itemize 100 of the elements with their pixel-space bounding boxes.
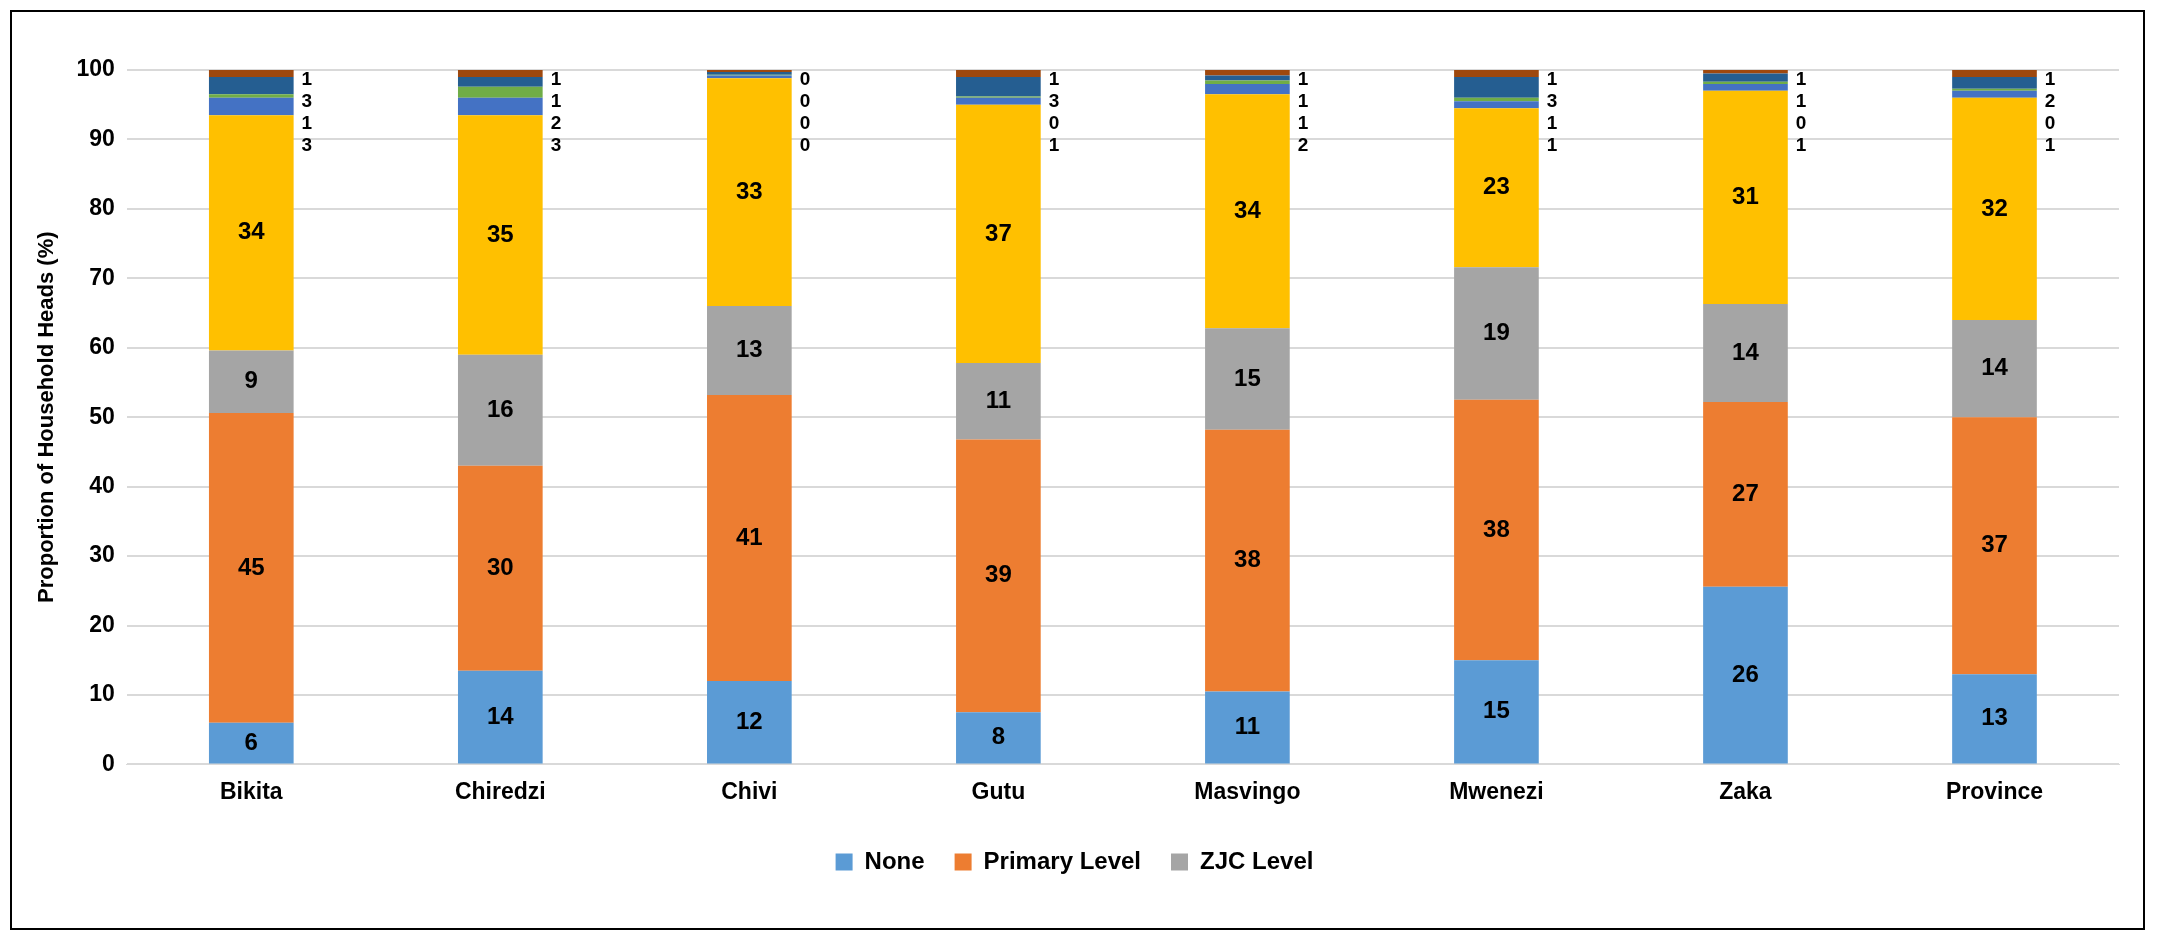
data-label: 1 (1546, 112, 1558, 134)
bar (457, 76, 543, 87)
bar (457, 70, 543, 77)
y-tick-label: 50 (89, 402, 115, 429)
bar (208, 97, 294, 116)
data-label: 13 (1981, 703, 2008, 731)
bar (457, 465, 543, 671)
bar (1703, 304, 1788, 402)
data-label: 34 (237, 217, 266, 245)
x-tick-label: Masvingo (1194, 777, 1301, 804)
data-label: 27 (1732, 478, 1759, 506)
data-label: 6 (244, 727, 258, 755)
data-label: 0 (799, 90, 811, 112)
x-tick-label: Province (1945, 777, 2044, 804)
data-label: 0 (2044, 112, 2056, 134)
data-label: 1 (550, 68, 562, 90)
data-label: 1 (1795, 90, 1807, 112)
bar (707, 681, 792, 764)
data-label: 3 (301, 134, 313, 156)
y-tick-label: 0 (101, 749, 115, 776)
data-label: 31 (1732, 182, 1759, 210)
bar (208, 115, 294, 351)
data-label: 1 (2044, 68, 2056, 90)
data-label: 16 (486, 394, 514, 422)
y-tick-label: 100 (76, 55, 115, 82)
bar (1952, 76, 2037, 89)
y-tick-label: 10 (89, 680, 115, 707)
bar (1205, 691, 1290, 764)
data-label: 0 (799, 134, 811, 156)
y-tick-label: 70 (89, 263, 115, 290)
data-label: 26 (1732, 659, 1759, 687)
bar (1703, 90, 1788, 305)
bar (956, 712, 1041, 764)
data-label: 1 (1297, 112, 1309, 134)
bar (208, 70, 294, 77)
x-tick-label: Chivi (721, 777, 778, 804)
bar (1952, 417, 2037, 675)
data-label: 32 (1981, 193, 2008, 221)
bar (208, 76, 294, 95)
bar (1454, 267, 1539, 400)
x-tick-label: Zaka (1719, 777, 1772, 804)
y-tick-label: 30 (89, 541, 115, 568)
data-label: 1 (550, 90, 562, 112)
bar (956, 104, 1041, 364)
bar (1454, 101, 1539, 109)
bar (707, 306, 792, 395)
data-label: 39 (985, 560, 1012, 588)
bar (1454, 399, 1539, 661)
data-label: 15 (1483, 696, 1510, 724)
x-tick-label: Gutu (971, 777, 1026, 804)
data-label: 3 (550, 134, 562, 156)
data-label: 33 (735, 176, 763, 204)
bar (1703, 586, 1788, 764)
data-label: 30 (486, 552, 514, 580)
bar (457, 86, 543, 98)
data-label: 1 (1048, 68, 1060, 90)
bar (1205, 83, 1290, 95)
data-label: 2 (550, 112, 562, 134)
data-label: 38 (1483, 514, 1510, 542)
data-label: 1 (1795, 68, 1807, 90)
data-label: 45 (237, 552, 265, 580)
data-label: 11 (985, 385, 1012, 413)
data-label: 23 (1483, 172, 1510, 200)
bar (208, 350, 294, 414)
data-label: 1 (1297, 68, 1309, 90)
data-label: 15 (1234, 363, 1261, 391)
y-tick-label: 90 (89, 124, 115, 151)
bar (457, 115, 543, 355)
data-label: 1 (1297, 90, 1309, 112)
data-label: 1 (1546, 134, 1558, 156)
y-axis-title: Proportion of Household Heads (%) (33, 231, 59, 603)
data-label: 1 (301, 112, 313, 134)
data-label: 1 (1546, 68, 1558, 90)
bar (1454, 660, 1539, 764)
bar (457, 97, 543, 116)
bar (956, 439, 1041, 713)
data-label: 2 (2044, 90, 2056, 112)
data-label: 13 (735, 335, 763, 363)
legend-label: None (864, 846, 925, 874)
data-label: 3 (301, 90, 313, 112)
data-label: 14 (486, 701, 515, 729)
bar (956, 76, 1041, 97)
data-label: 35 (486, 219, 514, 247)
data-label: 12 (735, 706, 763, 734)
bar (1703, 73, 1788, 82)
x-tick-label: Chiredzi (454, 777, 546, 804)
bar (1952, 674, 2037, 764)
bar (208, 413, 294, 723)
bar (1205, 328, 1290, 430)
data-label: 8 (991, 722, 1006, 750)
bar (208, 722, 294, 764)
bar (1205, 94, 1290, 329)
data-label: 34 (1234, 195, 1262, 223)
bar (1454, 76, 1539, 98)
bar (1952, 319, 2037, 418)
bar (956, 363, 1041, 440)
data-label: 0 (799, 68, 811, 90)
y-tick-label: 40 (89, 471, 115, 498)
data-label: 1 (1795, 134, 1807, 156)
legend-label: ZJC Level (1200, 846, 1314, 874)
